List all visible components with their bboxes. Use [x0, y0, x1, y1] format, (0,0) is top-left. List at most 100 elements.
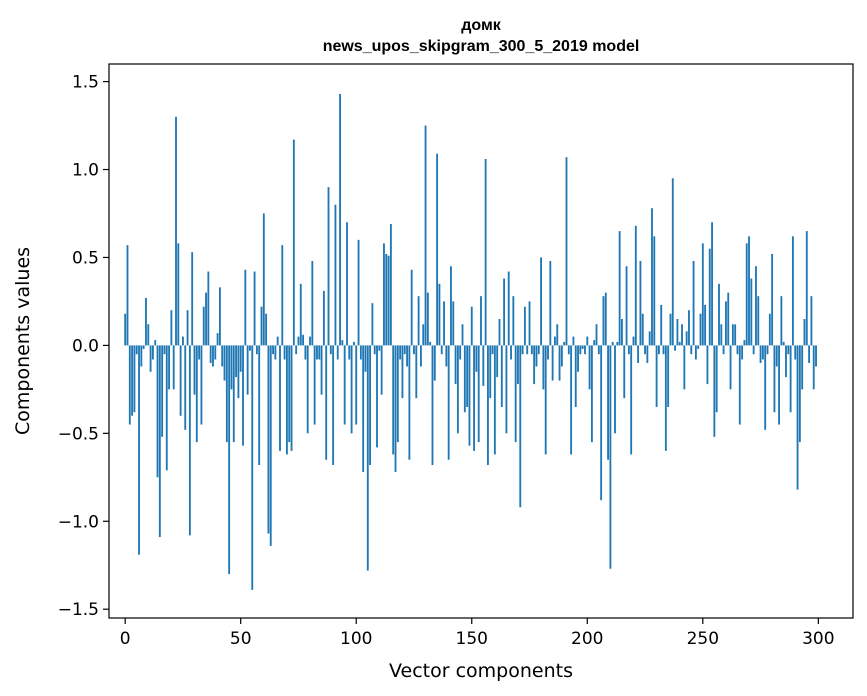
- bar: [496, 345, 499, 378]
- bar: [295, 345, 298, 355]
- bar: [285, 345, 288, 455]
- x-tick-label: 0: [120, 629, 131, 649]
- bar: [205, 292, 207, 346]
- bar: [567, 345, 570, 355]
- bar: [780, 296, 783, 346]
- bar: [353, 341, 355, 346]
- y-axis-ticks: −1.5 −1.0 −0.5 0.0 0.5 1.0 1.5: [58, 73, 109, 620]
- bar: [609, 345, 612, 569]
- bar: [422, 324, 425, 346]
- bar: [450, 266, 452, 346]
- chart-subtitle: news_upos_skipgram_300_5_2019 model: [323, 38, 640, 55]
- bar: [424, 125, 427, 346]
- bar: [253, 271, 256, 346]
- bar: [366, 345, 369, 571]
- bar: [616, 341, 619, 346]
- bar: [477, 345, 480, 443]
- bar: [339, 93, 341, 346]
- bar: [579, 345, 582, 355]
- bar: [664, 345, 667, 451]
- bar: [607, 345, 610, 460]
- bar: [413, 345, 415, 355]
- bar: [470, 306, 473, 346]
- bar: [406, 345, 408, 367]
- bar: [235, 345, 238, 378]
- bar: [350, 345, 353, 434]
- bar: [699, 313, 702, 346]
- bar: [604, 292, 607, 346]
- bar: [586, 336, 589, 346]
- bar: [265, 313, 268, 346]
- x-tick-label: 300: [802, 629, 834, 649]
- bar: [574, 345, 577, 407]
- bar: [426, 292, 429, 346]
- bar: [168, 345, 170, 390]
- plot-area-frame: [108, 63, 854, 619]
- bar: [565, 157, 568, 346]
- bar: [242, 345, 244, 446]
- bar: [380, 345, 383, 395]
- bar: [140, 345, 143, 367]
- bar: [651, 208, 653, 346]
- y-tick-label: −1.0: [58, 512, 99, 532]
- bar: [681, 324, 683, 346]
- bar: [759, 345, 762, 363]
- bar: [355, 345, 358, 425]
- bar: [801, 345, 804, 390]
- bar: [433, 345, 436, 381]
- bar: [135, 345, 138, 355]
- bar: [161, 345, 164, 437]
- bar: [255, 345, 258, 355]
- y-axis-label: Components values: [12, 247, 34, 435]
- bar: [514, 345, 517, 443]
- bar: [484, 158, 487, 346]
- x-axis-label: Vector components: [389, 660, 573, 682]
- bar: [708, 248, 711, 346]
- bar: [768, 313, 771, 346]
- bar: [544, 345, 547, 455]
- bar: [764, 345, 767, 430]
- bar: [378, 345, 381, 351]
- bar: [519, 345, 522, 508]
- bar: [711, 222, 713, 346]
- bar: [694, 345, 697, 360]
- bar: [438, 283, 441, 346]
- bar: [292, 139, 295, 346]
- bar: [230, 345, 233, 390]
- bar: [175, 116, 177, 346]
- bar: [221, 345, 224, 367]
- bar: [618, 231, 621, 346]
- bar: [202, 306, 205, 346]
- bar: [685, 331, 688, 346]
- bar: [581, 345, 584, 349]
- bar: [184, 345, 187, 430]
- bar: [771, 253, 774, 346]
- bar: [447, 345, 450, 460]
- bar: [808, 345, 811, 363]
- bar: [165, 345, 168, 471]
- y-tick-label: 1.0: [72, 161, 99, 181]
- bar: [283, 345, 286, 360]
- bar: [757, 296, 760, 346]
- bar: [322, 290, 325, 346]
- bar: [637, 345, 640, 363]
- bar: [272, 345, 274, 355]
- bar: [209, 345, 212, 363]
- bar: [547, 345, 549, 360]
- y-tick-label: 1.5: [72, 73, 99, 93]
- bar: [678, 341, 681, 346]
- bar: [597, 345, 600, 355]
- bar: [505, 345, 508, 434]
- bar: [429, 341, 432, 346]
- bar: [362, 345, 365, 473]
- bar: [468, 345, 471, 446]
- bar: [149, 345, 152, 372]
- bar: [269, 345, 272, 546]
- bar: [258, 345, 261, 465]
- bar: [473, 345, 475, 451]
- bar: [316, 345, 318, 360]
- bar: [320, 345, 323, 395]
- bar: [725, 301, 727, 346]
- bar: [688, 310, 690, 346]
- bar: [417, 296, 420, 346]
